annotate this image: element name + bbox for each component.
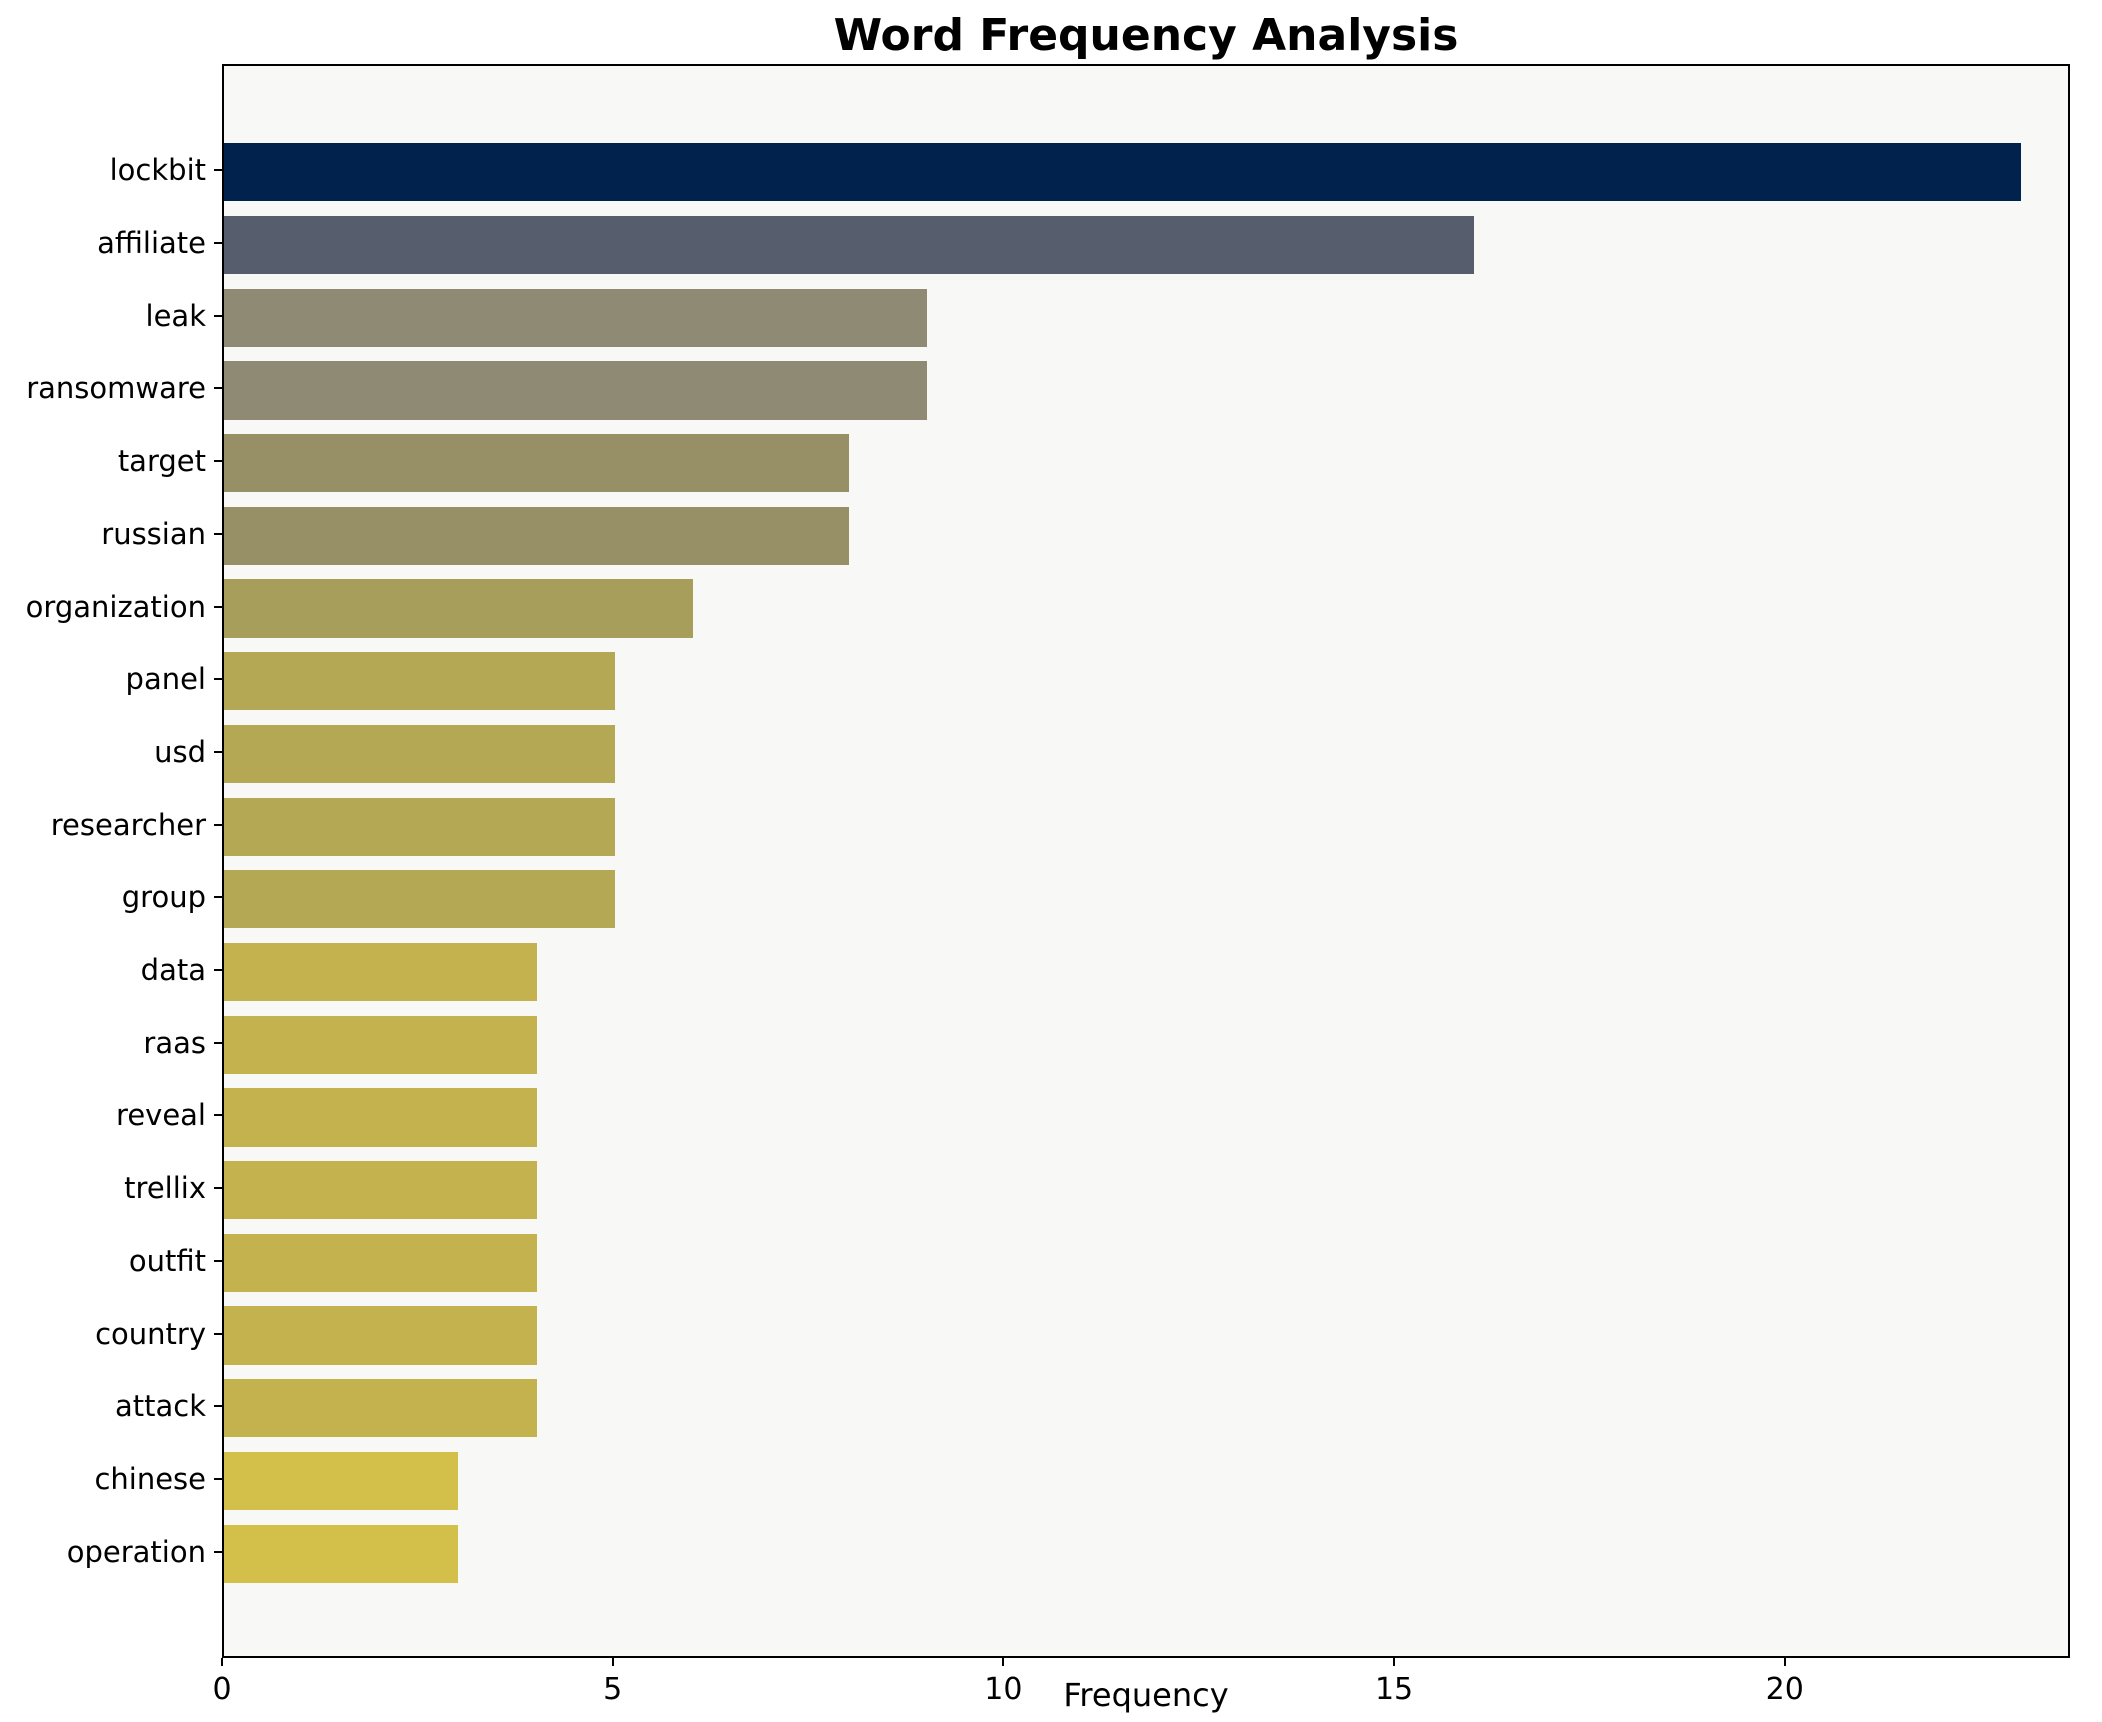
y-tick-label: country [95,1316,206,1351]
x-tick-mark [1783,1658,1786,1666]
bar-lockbit [224,143,2022,202]
x-tick-label: 20 [1765,1672,1804,1707]
x-tick-label: 10 [984,1672,1023,1707]
y-tick-mark [214,1041,222,1044]
bar-leak [224,288,928,347]
y-tick-label: chinese [94,1461,206,1496]
y-tick-label: usd [154,734,206,769]
x-tick-label: 5 [603,1672,623,1707]
y-tick-mark [214,1477,222,1480]
y-tick-label: attack [114,1389,206,1424]
y-tick-label: outfit [128,1243,206,1278]
y-tick-mark [214,1114,222,1117]
y-tick-label: lockbit [109,153,206,188]
y-tick-mark [214,969,222,972]
chart-title: Word Frequency Analysis [833,10,1459,61]
y-tick-mark [214,896,222,899]
x-tick-mark [1002,1658,1005,1666]
x-tick-mark [1393,1658,1396,1666]
y-tick-mark [214,605,222,608]
y-tick-label: group [121,880,206,915]
y-tick-mark [214,314,222,317]
bar-attack [224,1379,537,1438]
y-tick-mark [214,460,222,463]
y-tick-label: operation [66,1534,206,1569]
y-tick-label: leak [145,298,206,333]
bar-usd [224,724,615,784]
plot-area [222,64,2070,1658]
y-tick-mark [214,242,222,245]
y-tick-label: ransomware [26,371,206,406]
x-tick-mark [611,1658,614,1666]
y-tick-mark [214,678,222,681]
y-tick-label: target [117,444,206,479]
bar-reveal [224,1088,537,1147]
y-tick-label: affiliate [97,226,206,261]
y-tick-label: raas [143,1025,206,1060]
x-tick-label: 15 [1374,1672,1414,1707]
y-tick-label: researcher [50,807,206,842]
y-tick-mark [214,1332,222,1335]
bar-ransomware [224,361,928,420]
x-axis-title: Frequency [1063,1676,1229,1714]
y-tick-mark [214,169,222,172]
bar-panel [224,652,615,711]
bar-organization [224,579,693,638]
bar-affiliate [224,215,1475,275]
bar-data [224,942,537,1002]
y-tick-label: panel [125,662,206,697]
bar-operation [224,1524,459,1583]
y-tick-mark [214,750,222,753]
y-tick-label: organization [25,589,206,624]
bar-target [224,434,850,493]
bar-outfit [224,1233,537,1292]
y-tick-mark [214,387,222,390]
y-tick-mark [214,1187,222,1190]
bar-russian [224,506,850,565]
y-tick-mark [214,823,222,826]
bar-chinese [224,1451,459,1511]
y-tick-mark [214,532,222,535]
y-tick-label: data [140,953,206,988]
bar-trellix [224,1161,537,1220]
y-tick-label: russian [101,516,206,551]
y-tick-mark [214,1259,222,1262]
bar-raas [224,1015,537,1074]
bar-country [224,1306,537,1365]
x-tick-label: 0 [212,1672,232,1707]
y-tick-label: trellix [124,1171,206,1206]
y-tick-mark [214,1405,222,1408]
y-tick-mark [214,1550,222,1553]
bar-group [224,870,615,929]
x-tick-mark [221,1658,223,1666]
y-tick-label: reveal [116,1098,206,1133]
bar-researcher [224,797,615,856]
